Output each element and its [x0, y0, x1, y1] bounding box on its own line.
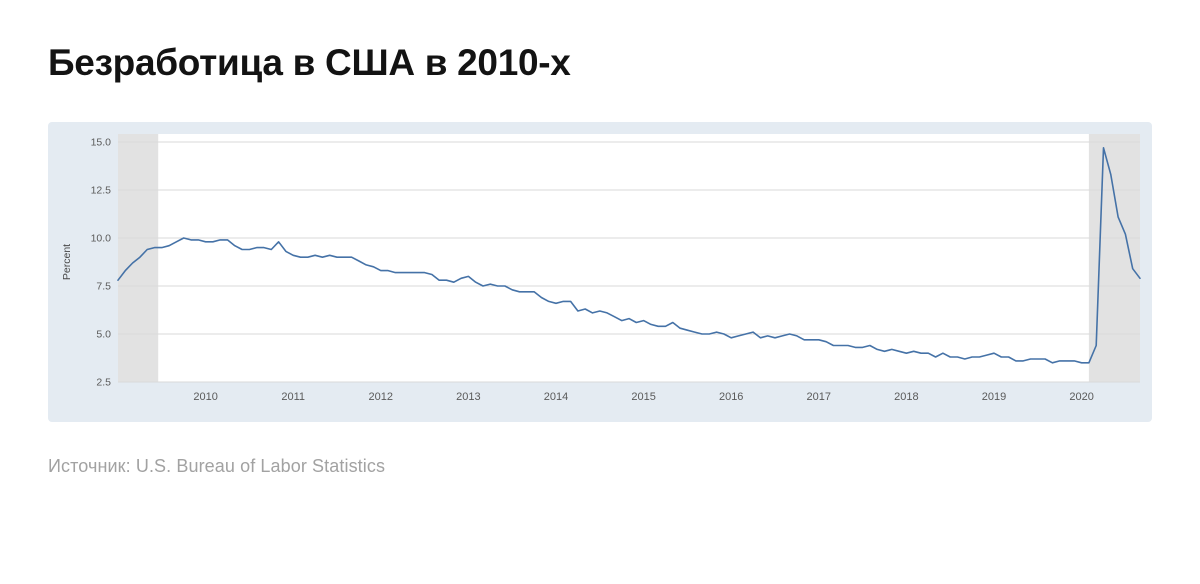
page: Безработица в США в 2010-х 2.5 5.0 7.5 10.0…: [0, 42, 1200, 584]
y-axis-title: Percent: [61, 244, 73, 280]
x-axis-tick-label: 2014: [544, 391, 568, 403]
page-title: Безработица в США в 2010-х: [48, 42, 571, 83]
x-axis-tick-label: 2010: [193, 391, 217, 403]
x-axis-tick-label: 2015: [631, 391, 655, 403]
source-caption: Источник: U.S. Bureau of Labor Statistic…: [48, 456, 386, 476]
y-axis-tick-label: 10.0: [91, 233, 112, 245]
x-axis-tick-label: 2020: [1069, 391, 1093, 403]
y-axis-tick-label: 12.5: [91, 185, 112, 197]
y-axis-tick-label: 7.5: [96, 281, 111, 293]
y-axis-tick-label: 15.0: [91, 137, 112, 149]
plot-area: [118, 134, 1140, 382]
y-axis-tick-label: 2.5: [96, 377, 111, 389]
x-axis-tick-label: 2011: [281, 391, 305, 403]
x-axis-tick-label: 2017: [807, 391, 831, 403]
x-axis-tick-label: 2016: [719, 391, 743, 403]
unemployment-line: [117, 146, 1141, 364]
x-axis-tick-label: 2013: [456, 391, 480, 403]
x-axis-tick-label: 2018: [894, 391, 918, 403]
x-axis-tick-label: 2019: [982, 391, 1006, 403]
recession-band-2020: [1088, 134, 1140, 382]
chart-card: 2.5 5.0 7.5 10.0 12.5 15.0 2010 2011 2012 2013 201…: [48, 122, 1152, 422]
x-axis-tick-label: 2012: [369, 391, 393, 403]
y-axis-tick-label: 5.0: [96, 329, 111, 341]
unemployment-chart: 2.5 5.0 7.5 10.0 12.5 15.0 2010 2011 2012 2013 201…: [61, 134, 1141, 403]
